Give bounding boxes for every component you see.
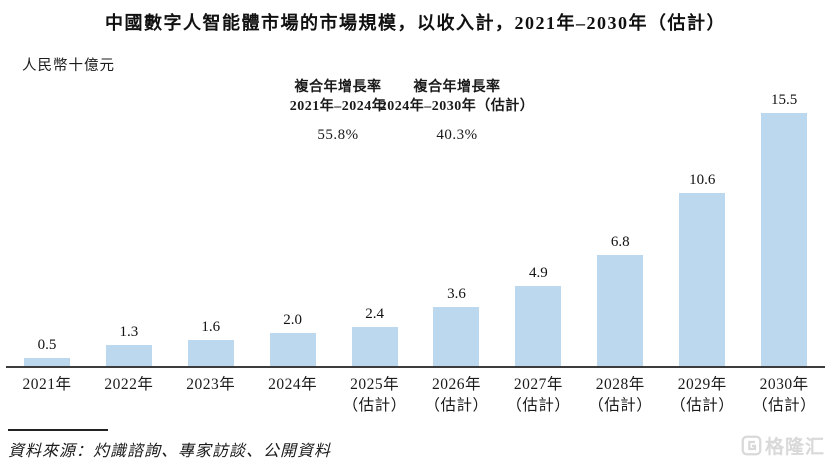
cagr-annotation-2024-2030: 複合年增長率 2024年–2030年（估計） 40.3% [352,78,562,144]
x-tick-year: 2021年 [22,376,72,393]
bar-value-label: 10.6 [689,172,716,188]
x-tick-label: 2024年 [252,374,334,416]
bar-column-2030年: 15.5 [743,92,825,366]
bar-value-label: 1.3 [119,324,139,340]
bar [351,327,398,366]
bar-column-2029年: 10.6 [661,172,743,366]
bar-column-2026年: 3.6 [416,286,498,366]
x-tick-label: 2029年 （估計） [661,374,743,416]
x-tick-note: （估計） [670,397,735,414]
bar [515,286,562,366]
x-tick-label: 2026年 （估計） [416,374,498,416]
bar-column-2027年: 4.9 [497,265,579,366]
cagr-annotation-2021-2024: 複合年增長率 2021年–2024年 55.8% [233,78,443,144]
x-tick-note: （估計） [342,397,407,414]
gelonghui-watermark: 格隆汇 [741,432,825,459]
x-tick-note: （估計） [752,397,817,414]
x-tick-label: 2025年 （估計） [334,374,416,416]
bar [269,333,316,366]
source-divider-line [8,429,108,431]
x-tick-year: 2027年 [513,376,563,393]
bar-value-label: 4.9 [529,265,548,281]
x-axis-line [6,366,825,368]
x-tick-label: 2030年 （估計） [743,374,825,416]
bar [105,345,152,366]
bar-value-label: 1.6 [201,319,221,335]
source-note: 資料來源：灼識諮詢、專家訪談、公開資料 [8,443,332,460]
x-tick-year: 2022年 [104,376,154,393]
bar-column-2021年: 0.5 [6,337,88,366]
bar-value-label: 2.4 [365,306,384,322]
x-tick-year: 2028年 [595,376,645,393]
bar-column-2025年: 2.4 [334,306,416,366]
x-tick-year: 2023年 [186,376,236,393]
cagr-label-line2: 2021年–2024年 [289,99,387,114]
bar-value-label: 2.0 [283,312,303,328]
bar [597,255,644,366]
bar-column-2028年: 6.8 [579,234,661,366]
cagr-label-line1: 複合年增長率 [294,80,382,95]
plot-area: 0.5 1.3 1.6 2.0 2.4 3.6 4.9 6.8 10.6 15.5 [6,86,825,366]
chart-title: 中國數字人智能體市場的市場規模，以收入計，2021年–2030年（估計） [105,13,726,33]
gelonghui-logo-icon [741,435,762,456]
bar-column-2022年: 1.3 [88,324,170,366]
cagr-value: 55.8% [317,127,359,143]
x-tick-note: （估計） [424,397,489,414]
bar [433,307,480,366]
x-tick-year: 2026年 [431,376,481,393]
cagr-value: 40.3% [436,127,478,143]
x-tick-label: 2027年 （估計） [497,374,579,416]
x-tick-note: （估計） [506,397,571,414]
x-tick-year: 2025年 [350,376,400,393]
bar-column-2023年: 1.6 [170,319,252,366]
bar-chart: 0.5 1.3 1.6 2.0 2.4 3.6 4.9 6.8 10.6 15.5 2021年 20… [6,86,825,416]
bar [679,193,726,366]
x-tick-label: 2023年 [170,374,252,416]
watermark-text: 格隆汇 [764,437,825,458]
bar-value-label: 3.6 [447,286,466,302]
x-tick-year: 2030年 [759,376,809,393]
x-tick-year: 2029年 [677,376,727,393]
x-tick-label: 2022年 [88,374,170,416]
bar-value-label: 15.5 [770,92,798,108]
x-tick-year: 2024年 [268,376,318,393]
bar [23,358,70,366]
bar-value-label: 6.8 [610,234,630,250]
bar [187,340,234,366]
y-axis-unit-label: 人民幣十億元 [22,58,115,74]
cagr-label-line1: 複合年增長率 [413,80,501,95]
cagr-label-line2: 2024年–2030年（估計） [379,99,535,114]
x-axis-labels: 2021年 2022年 2023年 2024年 2025年 （估計） 2026年 （估計） 20… [6,374,825,416]
x-tick-label: 2021年 [6,374,88,416]
bar-value-label: 0.5 [37,337,57,353]
x-tick-label: 2028年 （估計） [579,374,661,416]
x-tick-note: （估計） [588,397,653,414]
bar [761,113,808,366]
bar-column-2024年: 2.0 [252,312,334,366]
